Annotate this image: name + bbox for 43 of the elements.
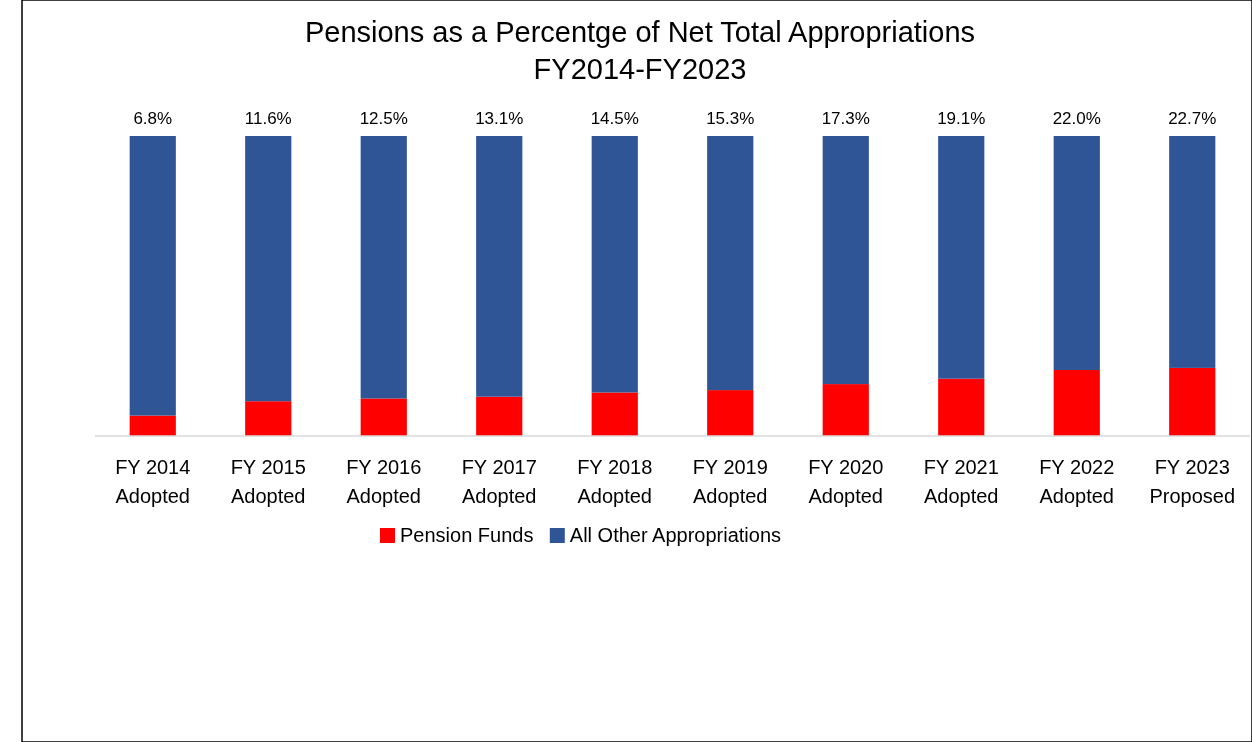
text: 15.3% bbox=[706, 109, 755, 128]
text: 14.5% bbox=[590, 109, 639, 128]
bar bbox=[476, 136, 523, 397]
x-tick-label: FY 2022 Adopted bbox=[1039, 456, 1115, 507]
x-tick-label: FY 2018 Adopted bbox=[577, 456, 653, 507]
text: 12.5% bbox=[359, 109, 408, 128]
bar bbox=[822, 384, 869, 436]
text: 11.6% bbox=[244, 109, 292, 128]
bar bbox=[360, 136, 407, 399]
bar bbox=[591, 136, 638, 393]
bar bbox=[707, 390, 754, 436]
bar bbox=[129, 136, 176, 416]
bar bbox=[360, 398, 407, 436]
bar bbox=[1169, 136, 1216, 368]
x-tick-label: FY 2014 Adopted bbox=[115, 456, 191, 507]
bar bbox=[591, 392, 638, 436]
x-tick-label: FY 2023 Proposed bbox=[1149, 456, 1236, 507]
bar bbox=[707, 136, 754, 391]
x-tick-label: FY 2016 Adopted bbox=[346, 456, 422, 507]
bar bbox=[1053, 136, 1100, 370]
bar bbox=[129, 415, 176, 436]
text: 19.1% bbox=[937, 109, 986, 128]
text: 22.7% bbox=[1168, 109, 1217, 128]
text: 6.8% bbox=[133, 109, 173, 128]
bar bbox=[938, 378, 985, 436]
bar bbox=[822, 136, 869, 385]
text: 22.0% bbox=[1052, 109, 1101, 128]
chart-title: Pensions as a Percentge of Net Total Appropriations FY2014-FY2023 bbox=[304, 16, 976, 85]
x-tick-label: FY 2019 Adopted bbox=[692, 456, 768, 507]
x-tick-label: FY 2021 Adopted bbox=[923, 456, 999, 507]
text: 13.1% bbox=[475, 109, 524, 128]
bar bbox=[245, 401, 292, 436]
bar bbox=[1169, 367, 1216, 436]
bar bbox=[938, 136, 985, 379]
text: 17.3% bbox=[821, 109, 870, 128]
legend-label: All Other Appropriations bbox=[569, 524, 782, 546]
bar bbox=[476, 396, 523, 436]
x-tick-label: FY 2017 Adopted bbox=[461, 456, 537, 507]
legend-label: Pension Funds bbox=[400, 524, 534, 546]
bar bbox=[1053, 370, 1100, 436]
bar bbox=[245, 136, 292, 402]
x-tick-label: FY 2015 Adopted bbox=[230, 456, 306, 507]
x-tick-label: FY 2020 Adopted bbox=[808, 456, 884, 507]
